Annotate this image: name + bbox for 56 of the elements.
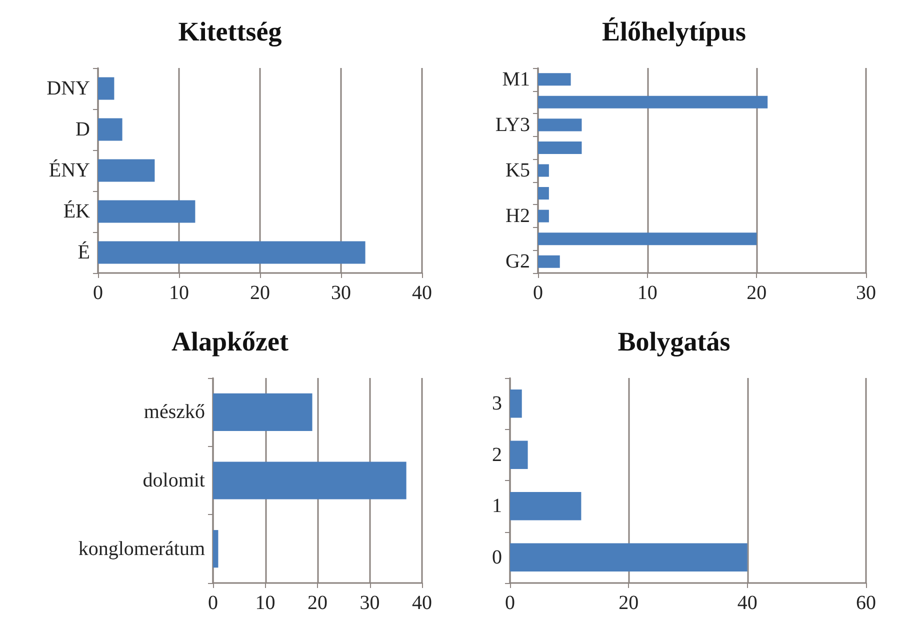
y-tick-label: H2 <box>506 205 530 228</box>
x-tick-label: 40 <box>412 282 432 304</box>
bar <box>510 440 528 469</box>
bar <box>98 118 122 141</box>
chart-title: Kitettség <box>178 16 282 46</box>
bar <box>98 77 114 100</box>
bar <box>538 232 757 246</box>
y-tick-label: M1 <box>502 68 530 90</box>
y-tick-label: 1 <box>492 495 502 518</box>
bar <box>98 159 155 182</box>
y-tick-label: É <box>78 240 90 264</box>
y-tick-label: G2 <box>506 250 530 273</box>
bar <box>510 390 522 418</box>
bar <box>538 96 768 108</box>
bar <box>213 462 406 500</box>
y-tick-label: konglomerátum <box>78 538 206 560</box>
chart-title: Alapkőzet <box>172 326 288 356</box>
x-tick-label: 10 <box>169 282 189 304</box>
y-tick-label: K5 <box>506 160 530 182</box>
y-tick-label: DNY <box>46 78 90 100</box>
bar <box>98 241 366 264</box>
x-tick-label: 40 <box>737 592 758 614</box>
bar <box>213 393 312 431</box>
bar <box>98 200 196 223</box>
chart-title: Élőhelytípus <box>602 16 746 46</box>
bar <box>538 255 560 268</box>
bar <box>510 543 748 572</box>
bar <box>538 210 549 222</box>
bar <box>510 492 582 520</box>
x-tick-label: 30 <box>360 592 380 614</box>
y-tick-label: 3 <box>492 392 502 415</box>
y-tick-label: mészkő <box>144 401 205 424</box>
x-tick-label: 20 <box>250 282 270 304</box>
x-tick-label: 10 <box>637 282 658 304</box>
x-tick-label: 20 <box>308 592 328 614</box>
y-tick-label: D <box>76 118 90 140</box>
x-tick-label: 40 <box>412 592 432 614</box>
y-tick-label: 2 <box>492 444 502 466</box>
bar <box>538 118 582 132</box>
x-tick-label: 20 <box>746 282 767 304</box>
y-tick-label: ÉNY <box>48 158 90 182</box>
y-tick-label: ÉK <box>63 200 91 222</box>
x-tick-label: 60 <box>856 592 876 614</box>
bar <box>213 530 218 568</box>
x-tick-label: 10 <box>255 592 276 614</box>
y-tick-label: LY3 <box>495 114 530 136</box>
bar <box>538 187 549 200</box>
x-tick-label: 30 <box>856 282 876 304</box>
y-tick-label: dolomit <box>142 470 206 492</box>
chart-title: Bolygatás <box>618 326 730 356</box>
bar <box>538 73 571 86</box>
x-tick-label: 20 <box>618 592 639 614</box>
y-tick-label: 0 <box>492 546 502 568</box>
bar <box>538 164 549 177</box>
x-tick-label: 30 <box>331 282 351 304</box>
bar <box>538 141 582 154</box>
